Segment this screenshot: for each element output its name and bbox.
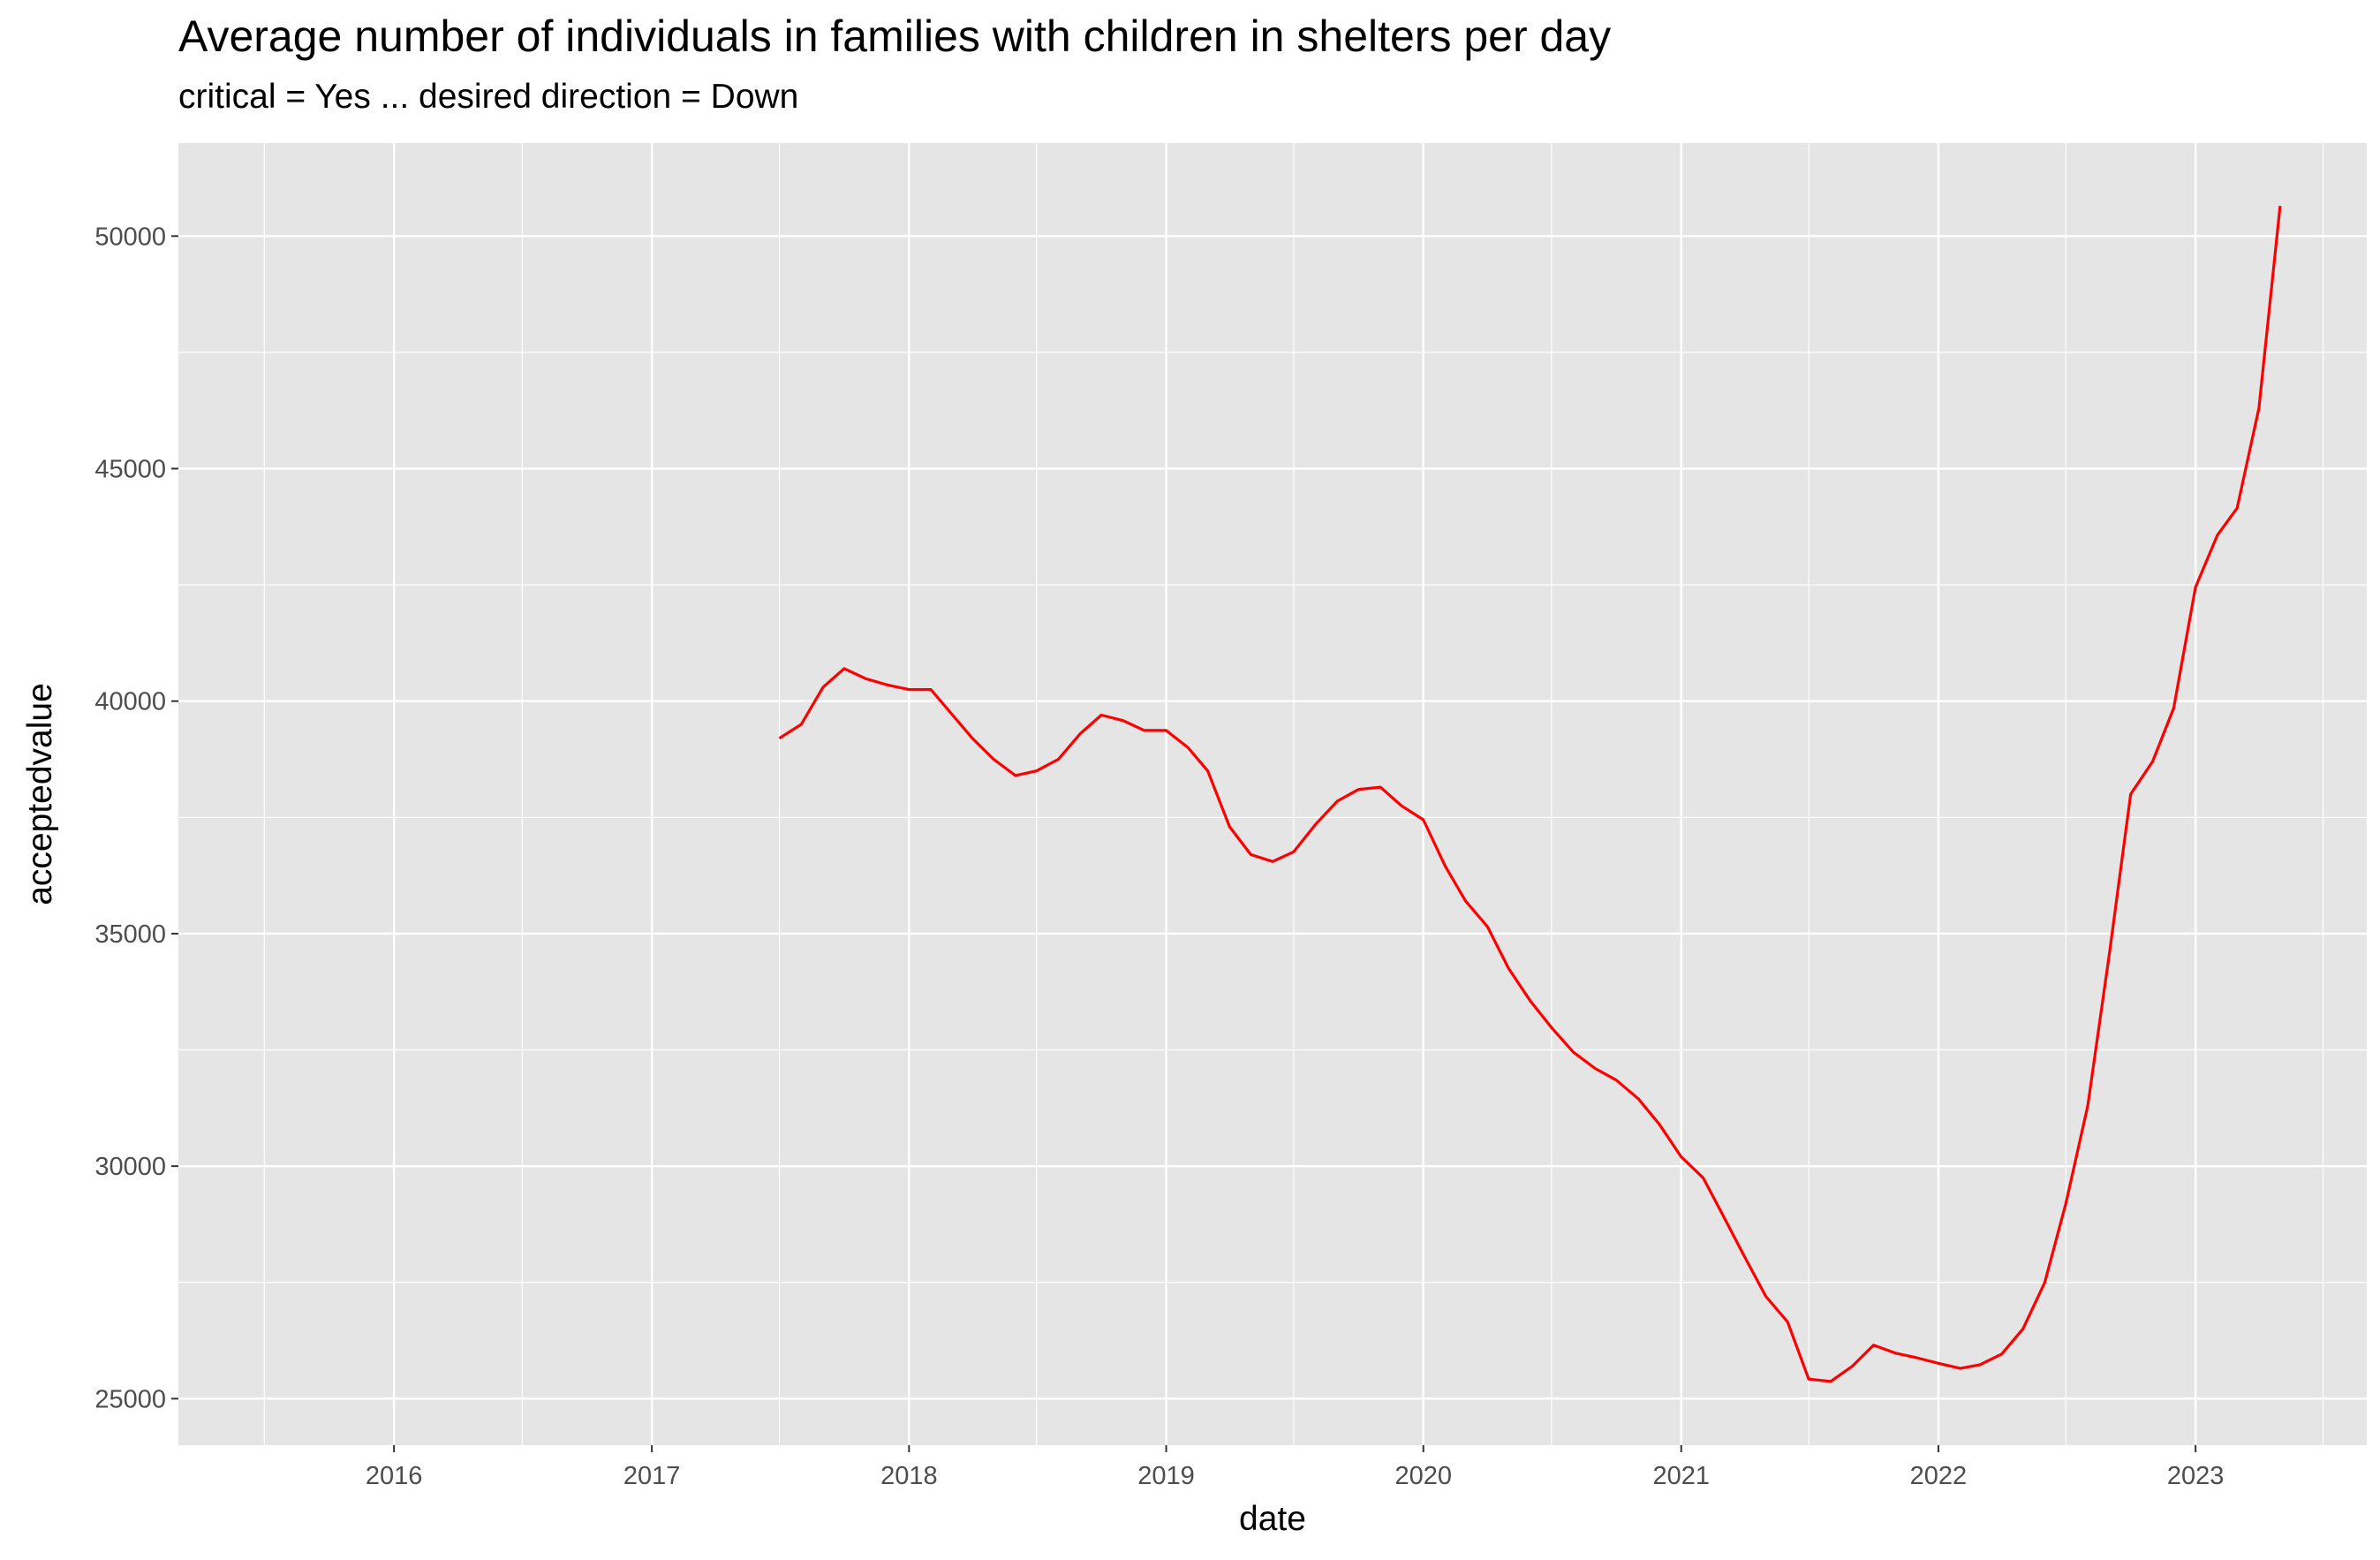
x-tick-label: 2017 [623, 1462, 681, 1490]
chart-title: Average number of individuals in familie… [178, 11, 1612, 61]
plot-panel [178, 143, 2367, 1445]
chart-subtitle: critical = Yes ... desired direction = D… [178, 78, 799, 116]
y-tick-label: 50000 [94, 223, 166, 251]
x-tick-label: 2019 [1137, 1462, 1195, 1490]
y-axis-title: acceptedvalue [21, 683, 59, 905]
x-axis: 2016 2017 2018 2019 2020 2021 2022 2023 [366, 1445, 2225, 1490]
y-tick-label: 25000 [94, 1385, 166, 1413]
minor-gridlines [178, 143, 2367, 1445]
y-tick-label: 45000 [94, 456, 166, 484]
y-tick-label: 40000 [94, 688, 166, 716]
x-tick-label: 2021 [1652, 1462, 1710, 1490]
x-tick-label: 2023 [2167, 1462, 2225, 1490]
major-gridlines [178, 143, 2367, 1445]
x-tick-label: 2022 [1910, 1462, 1968, 1490]
x-tick-label: 2018 [880, 1462, 938, 1490]
y-axis: 25000 30000 35000 40000 45000 50000 [94, 223, 178, 1413]
x-tick-label: 2020 [1394, 1462, 1452, 1490]
y-tick-label: 35000 [94, 920, 166, 949]
series-layer [778, 205, 2282, 1383]
x-tick-label: 2016 [366, 1462, 423, 1490]
y-tick-label: 30000 [94, 1153, 166, 1181]
x-axis-title: date [1239, 1500, 1306, 1538]
